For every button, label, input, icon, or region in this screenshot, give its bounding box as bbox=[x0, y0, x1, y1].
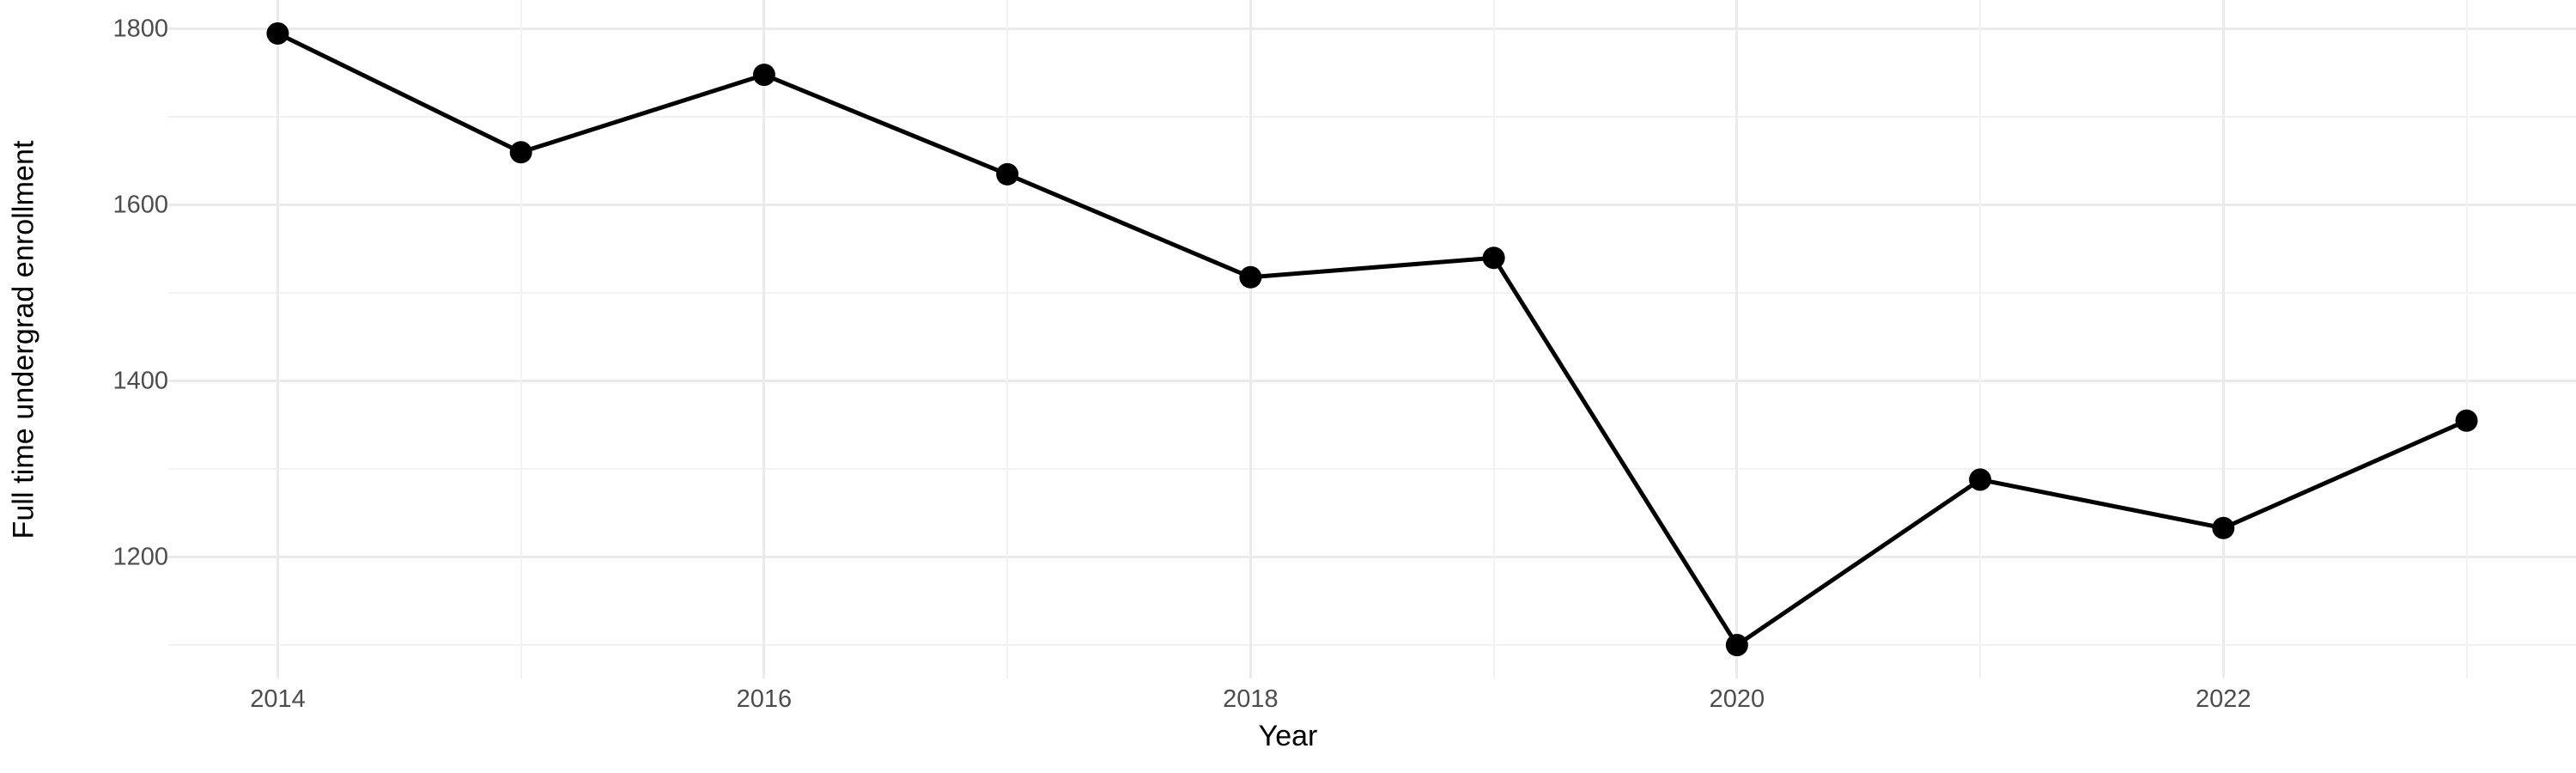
plot-panel bbox=[168, 0, 2576, 679]
y-axis-tick-label: 1800 bbox=[112, 15, 168, 43]
gridline-horizontal-minor bbox=[168, 116, 2576, 119]
data-point bbox=[1969, 468, 1992, 491]
series-line bbox=[276, 31, 2468, 648]
gridline-vertical-major bbox=[1735, 0, 1739, 679]
series-points-group bbox=[266, 21, 2478, 657]
data-point bbox=[2212, 516, 2235, 539]
x-axis-title-text: Year bbox=[1258, 720, 1318, 752]
gridline-vertical-minor bbox=[2465, 0, 2468, 679]
gridline-horizontal-major bbox=[168, 556, 2576, 559]
x-axis-title: Year bbox=[0, 720, 2576, 753]
gridline-horizontal-minor bbox=[168, 644, 2576, 647]
y-axis-tick-label: 1200 bbox=[112, 543, 168, 571]
y-axis-tick-label: 1600 bbox=[112, 191, 168, 219]
gridline-vertical-major bbox=[1249, 0, 1252, 679]
data-point bbox=[1725, 634, 1748, 657]
gridline-vertical-major bbox=[2221, 0, 2225, 679]
data-point bbox=[1482, 247, 1505, 270]
x-axis-tick-label: 2018 bbox=[1223, 685, 1279, 713]
gridline-horizontal-major bbox=[168, 204, 2576, 207]
x-axis-tick-label: 2020 bbox=[1709, 685, 1765, 713]
gridline-horizontal-minor bbox=[168, 292, 2576, 295]
gridline-vertical-major bbox=[276, 0, 279, 679]
series-layer bbox=[266, 21, 2478, 657]
data-point bbox=[266, 21, 289, 45]
gridline-vertical-minor bbox=[1979, 0, 1982, 679]
x-axis-tick-label: 2016 bbox=[736, 685, 793, 713]
y-axis-tick-label: 1400 bbox=[112, 367, 168, 395]
gridline-horizontal-minor bbox=[168, 468, 2576, 471]
y-axis-tick-labels: 1200 1400 1600 1800 bbox=[48, 0, 168, 679]
y-axis-title: Full time undergrad enrollment bbox=[0, 0, 48, 679]
gridline-vertical-major bbox=[762, 0, 766, 679]
data-point bbox=[509, 141, 532, 164]
gridline-vertical-minor bbox=[519, 0, 522, 679]
gridline-horizontal-major bbox=[168, 27, 2576, 31]
data-point bbox=[2455, 409, 2478, 432]
data-point bbox=[752, 64, 775, 87]
data-point bbox=[1239, 265, 1262, 289]
gridline-horizontal-major bbox=[168, 380, 2576, 383]
x-axis-tick-label: 2022 bbox=[2196, 685, 2251, 713]
gridline-vertical-minor bbox=[1006, 0, 1009, 679]
data-point bbox=[996, 162, 1019, 186]
y-axis-title-text: Full time undergrad enrollment bbox=[7, 139, 40, 539]
x-axis-tick-label: 2014 bbox=[250, 685, 306, 713]
gridline-vertical-minor bbox=[1492, 0, 1495, 679]
